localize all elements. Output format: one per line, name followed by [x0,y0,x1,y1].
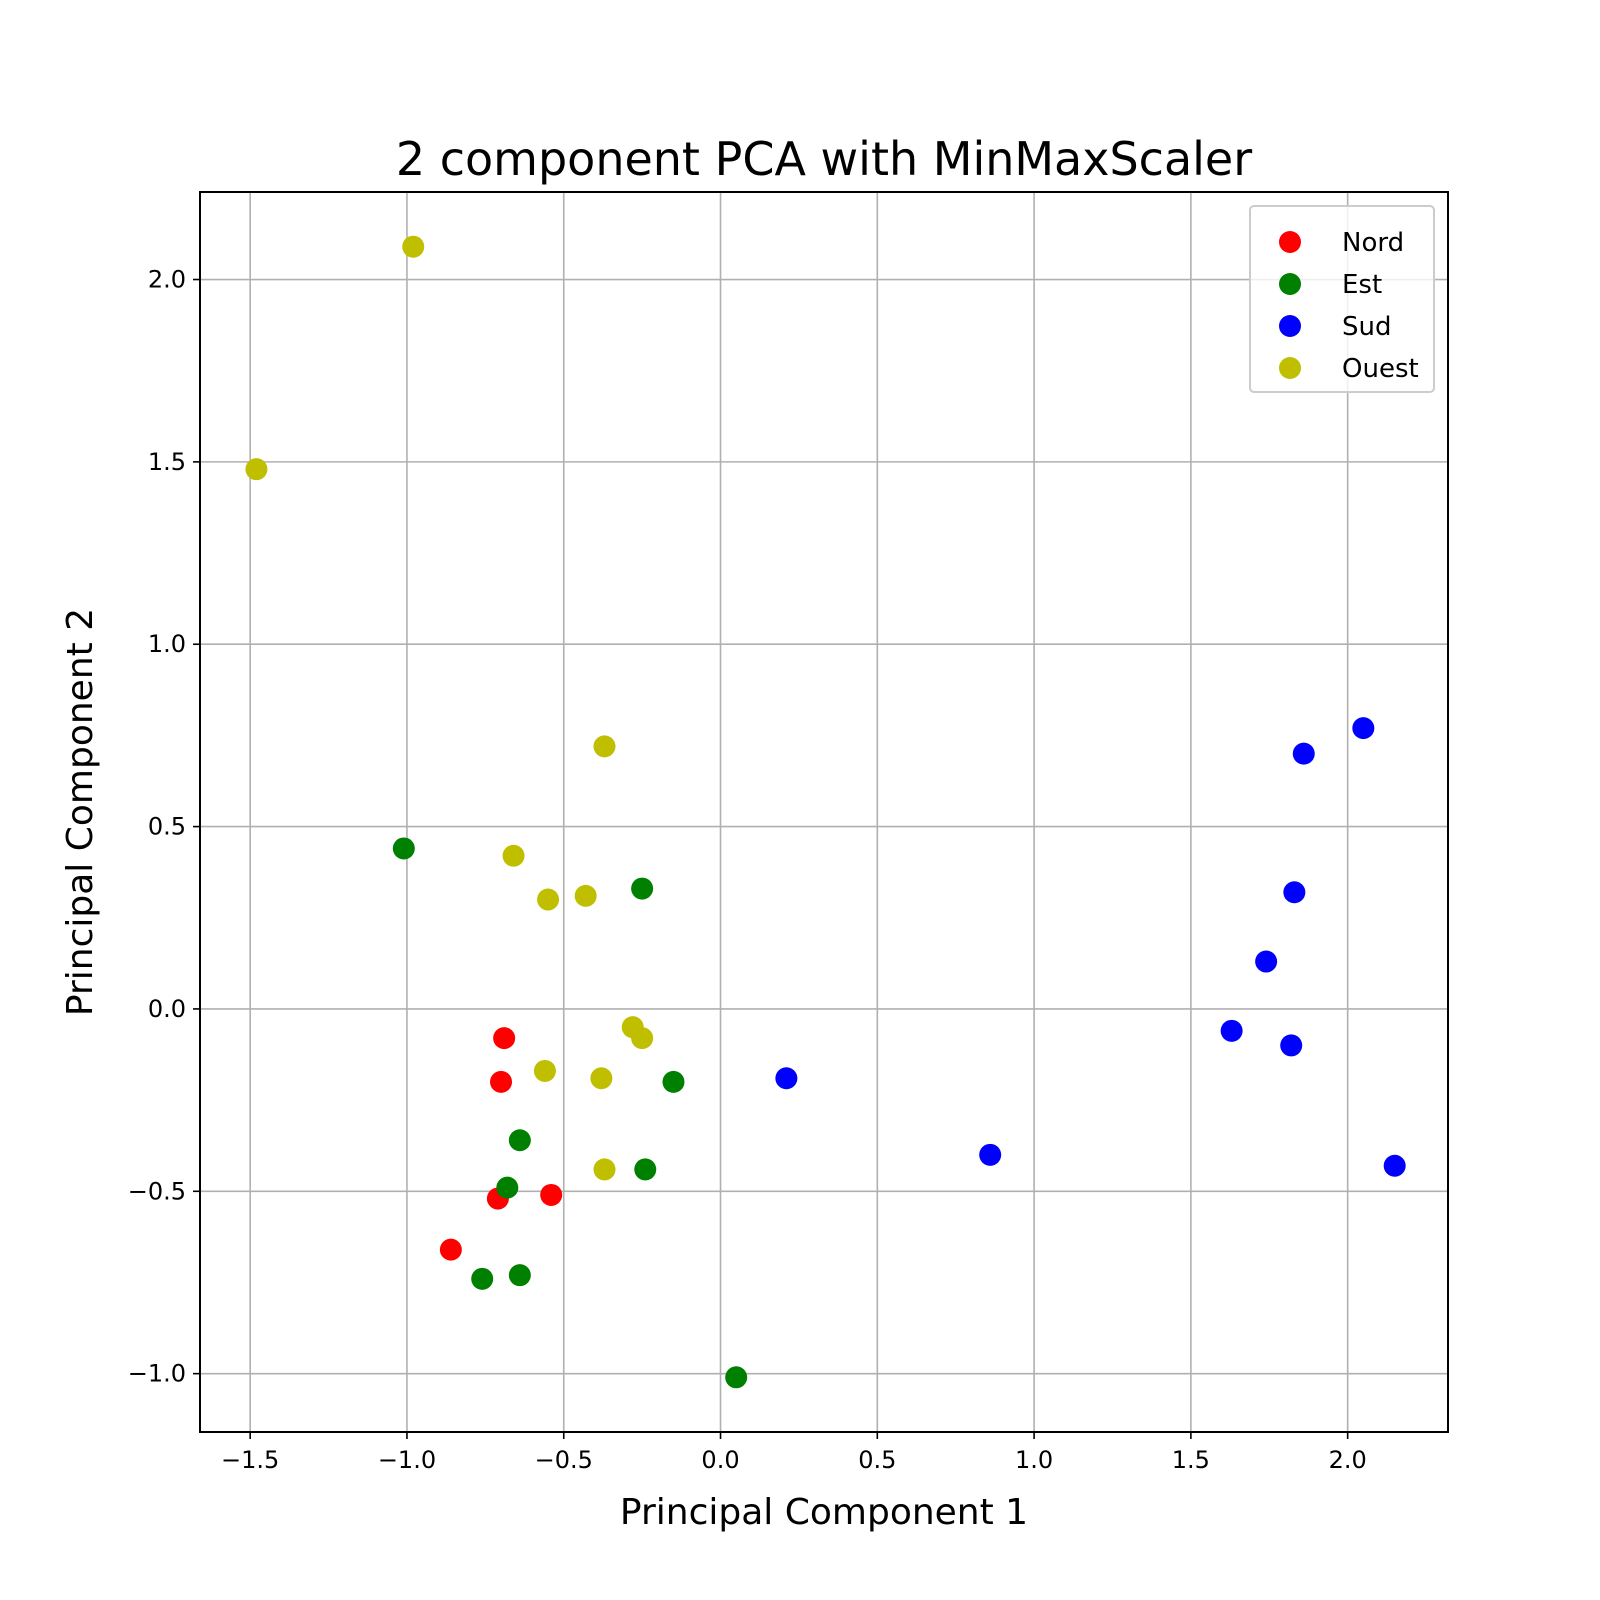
point-sud [1220,1019,1243,1042]
point-sud [1280,1034,1303,1057]
point-sud [979,1143,1002,1166]
legend-marker-sud [1279,315,1301,337]
x-tick-label: 1.5 [1172,1446,1210,1474]
x-tick-label: −1.0 [378,1446,436,1474]
x-axis-label: Principal Component 1 [620,1492,1028,1533]
point-nord [540,1183,563,1206]
point-sud [775,1067,798,1090]
point-est [508,1129,531,1152]
legend-label-sud: Sud [1342,312,1392,342]
ticks-layer: −1.5 −1.0 −0.5 0.0 0.5 1.0 1.5 2.0 −1.0 −0.5 0.0 0.… [128,266,1367,1474]
x-tick-label: −0.5 [535,1446,593,1474]
legend-label-ouest: Ouest [1342,354,1419,384]
x-tick-label: 0.5 [858,1446,896,1474]
point-ouest [245,458,268,481]
point-sud [1352,717,1375,740]
x-tick-label: 1.0 [1015,1446,1053,1474]
chart-title: 2 component PCA with MinMaxScaler [396,132,1252,186]
legend-marker-ouest [1279,357,1301,379]
point-ouest [593,1158,616,1181]
point-est [631,877,654,900]
point-ouest [593,735,616,758]
y-tick-label: 1.5 [148,448,186,476]
plot-frame [199,191,1449,1433]
legend-marker-est [1279,273,1301,295]
point-sud [1292,742,1315,765]
point-ouest [631,1027,654,1050]
point-ouest [502,844,525,867]
legend: Nord Est Sud Ouest [1249,205,1435,393]
point-sud [1283,881,1306,904]
x-tick-label: 2.0 [1329,1446,1367,1474]
legend-label-nord: Nord [1342,228,1404,258]
point-est [634,1158,657,1181]
legend-box [1249,205,1435,393]
y-tick-label: −1.0 [128,1360,186,1388]
points-layer [245,235,1406,1389]
point-ouest [402,235,425,258]
point-est [662,1070,685,1093]
point-nord [439,1238,462,1261]
y-axis-label: Principal Component 2 [60,608,101,1016]
point-sud [1383,1154,1406,1177]
point-est [725,1366,748,1389]
point-est [496,1176,519,1199]
y-tick-label: 0.0 [148,995,186,1023]
y-tick-label: −0.5 [128,1177,186,1205]
legend-marker-nord [1279,231,1301,253]
y-tick-label: 1.0 [148,630,186,658]
grid-layer [200,192,1448,1432]
point-ouest [537,888,560,911]
y-tick-label: 0.5 [148,813,186,841]
point-nord [490,1070,513,1093]
point-nord [493,1027,516,1050]
point-est [508,1264,531,1287]
legend-label-est: Est [1342,270,1382,300]
point-est [392,837,415,860]
point-sud [1255,950,1278,973]
x-tick-label: −1.5 [221,1446,279,1474]
point-ouest [574,884,597,907]
point-est [471,1267,494,1290]
x-tick-label: 0.0 [701,1446,739,1474]
y-tick-label: 2.0 [148,266,186,294]
point-ouest [590,1067,613,1090]
point-ouest [533,1059,556,1082]
